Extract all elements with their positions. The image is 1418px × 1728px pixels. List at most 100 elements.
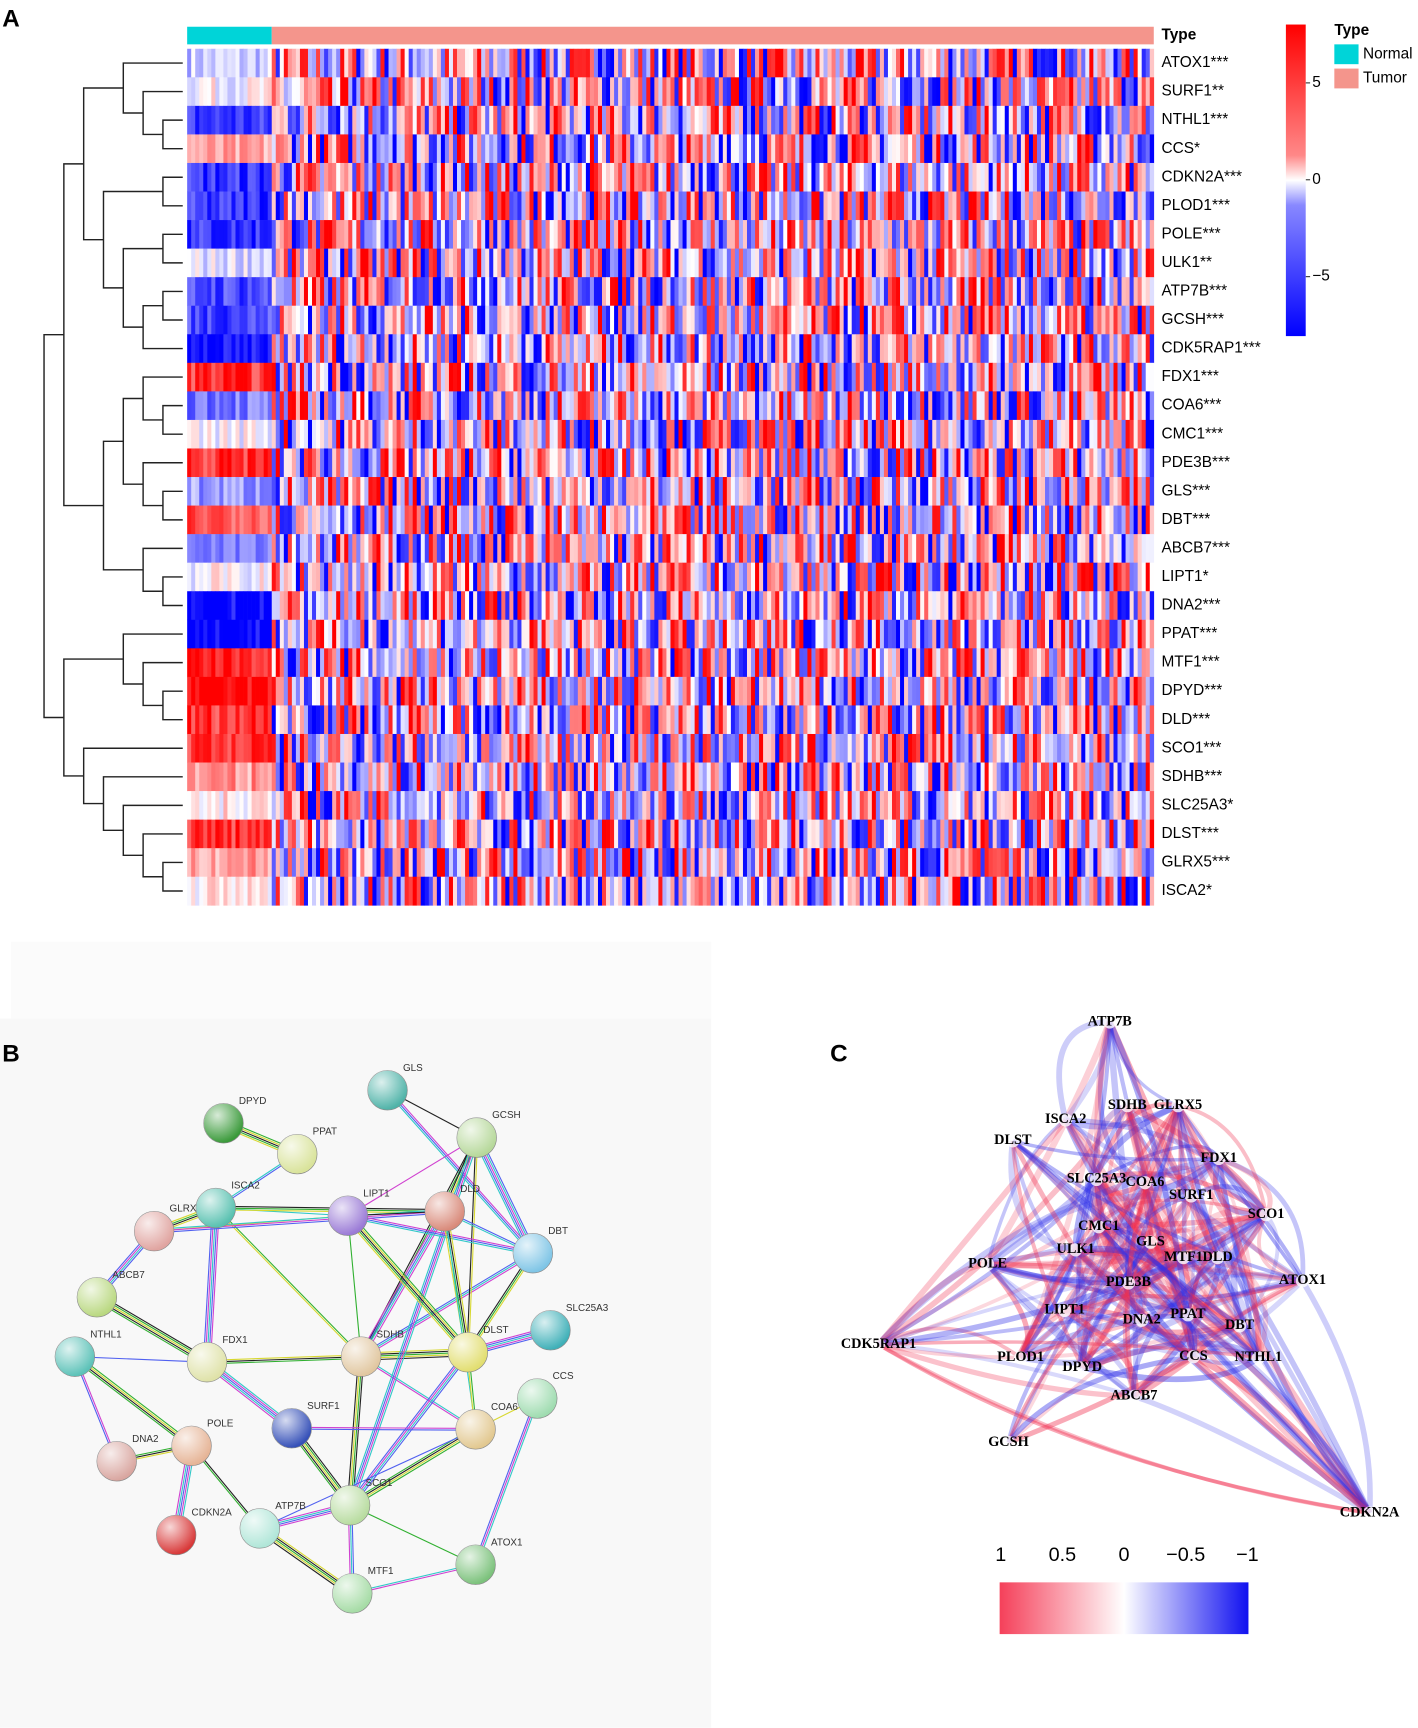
heatmap-cell [541, 220, 546, 249]
heatmap-cell [815, 362, 820, 392]
heatmap-cell [328, 162, 333, 192]
heatmap-cell [452, 534, 458, 564]
heatmap-cell [461, 448, 466, 478]
heatmap-cell [1004, 591, 1010, 621]
heatmap-cell [541, 334, 546, 364]
heatmap-cell [251, 477, 256, 506]
heatmap-cell [1008, 77, 1014, 107]
heatmap-cell [795, 477, 800, 506]
heatmap-cell [1057, 362, 1062, 392]
heatmap-cell [904, 362, 909, 392]
heatmap-cell [702, 305, 708, 335]
heatmap-cell [215, 419, 220, 449]
heatmap-cell [771, 162, 776, 192]
heatmap-cell [1077, 305, 1082, 335]
heatmap-cell [1032, 305, 1038, 335]
heatmap-cell [219, 419, 224, 449]
heatmap-cell [1125, 105, 1130, 135]
heatmap-cell [714, 134, 720, 164]
heatmap-cell [505, 505, 510, 535]
heatmap-cell [1004, 477, 1010, 506]
heatmap-cell [565, 391, 571, 421]
heatmap-cell [767, 191, 772, 221]
heatmap-cell [968, 48, 973, 78]
heatmap-cell [1089, 77, 1094, 107]
heatmap-cell [1077, 134, 1082, 164]
heatmap-cell [630, 248, 635, 278]
heatmap-cell [859, 162, 865, 192]
heatmap-cell [980, 562, 985, 592]
heatmap-cell [738, 134, 744, 164]
heatmap-cell [984, 562, 989, 592]
heatmap-cell [203, 562, 208, 592]
heatmap-cell [525, 505, 530, 535]
heatmap-cell [1049, 391, 1054, 421]
heatmap-cell [702, 477, 708, 506]
heatmap-cell [779, 105, 784, 135]
heatmap-cell [1129, 448, 1134, 478]
heatmap-cell [473, 77, 478, 107]
heatmap-cell [686, 362, 691, 392]
heatmap-cell [537, 591, 542, 621]
heatmap-cell [1004, 105, 1010, 135]
heatmap-cell [283, 477, 289, 506]
heatmap-cell [1012, 362, 1018, 392]
heatmap-cell [779, 134, 784, 164]
heatmap-cell [457, 562, 462, 592]
heatmap-cell [517, 419, 522, 449]
heatmap-cell [601, 448, 607, 478]
heatmap-cell [1085, 477, 1090, 506]
heatmap-cell [356, 220, 361, 249]
heatmap-cell [557, 362, 563, 392]
heatmap-cell [452, 477, 458, 506]
heatmap-cell [839, 419, 844, 449]
heatmap-cell [626, 334, 631, 364]
heatmap-cell [549, 48, 554, 78]
heatmap-cell [432, 162, 438, 192]
heatmap-cell [908, 562, 913, 592]
heatmap-cell [1065, 562, 1070, 592]
heatmap-cell [400, 619, 405, 649]
heatmap-cell [734, 162, 740, 192]
heatmap-cell [251, 591, 256, 621]
heatmap-cell [646, 534, 651, 564]
heatmap-cell [1012, 77, 1018, 107]
heatmap-cell [376, 362, 381, 392]
heatmap-cell [312, 362, 317, 392]
heatmap-cell [573, 77, 579, 107]
heatmap-cell [320, 277, 325, 307]
heatmap-cell [557, 248, 563, 278]
heatmap-cell [779, 477, 784, 506]
heatmap-cell [855, 619, 861, 649]
heatmap-cell [811, 191, 816, 221]
heatmap-cell [529, 534, 534, 564]
heatmap-cell [823, 391, 828, 421]
heatmap-cell [831, 105, 836, 135]
heatmap-cell [303, 534, 309, 564]
heatmap-cell [1097, 220, 1102, 249]
heatmap-cell [787, 477, 792, 506]
heatmap-cell [622, 362, 627, 392]
heatmap-cell [847, 77, 853, 107]
heatmap-cell [1093, 562, 1098, 592]
heatmap-cell [328, 77, 333, 107]
heatmap-cell [787, 419, 792, 449]
heatmap-cell [400, 477, 405, 506]
heatmap-cell [207, 562, 212, 592]
heatmap-cell [283, 77, 289, 107]
heatmap-cell [718, 162, 724, 192]
heatmap-cell [654, 220, 659, 249]
heatmap-cell [795, 619, 800, 649]
heatmap-cell [803, 77, 808, 107]
heatmap-cell [211, 220, 216, 249]
heatmap-cell [984, 419, 989, 449]
heatmap-cell [674, 48, 679, 78]
heatmap-cell [859, 248, 865, 278]
heatmap-cell [980, 162, 985, 192]
heatmap-cell [457, 334, 462, 364]
heatmap-cell [336, 334, 341, 364]
heatmap-cell [199, 505, 204, 535]
heatmap-cell [533, 448, 538, 478]
heatmap-cell [767, 534, 772, 564]
heatmap-cell [1016, 77, 1022, 107]
